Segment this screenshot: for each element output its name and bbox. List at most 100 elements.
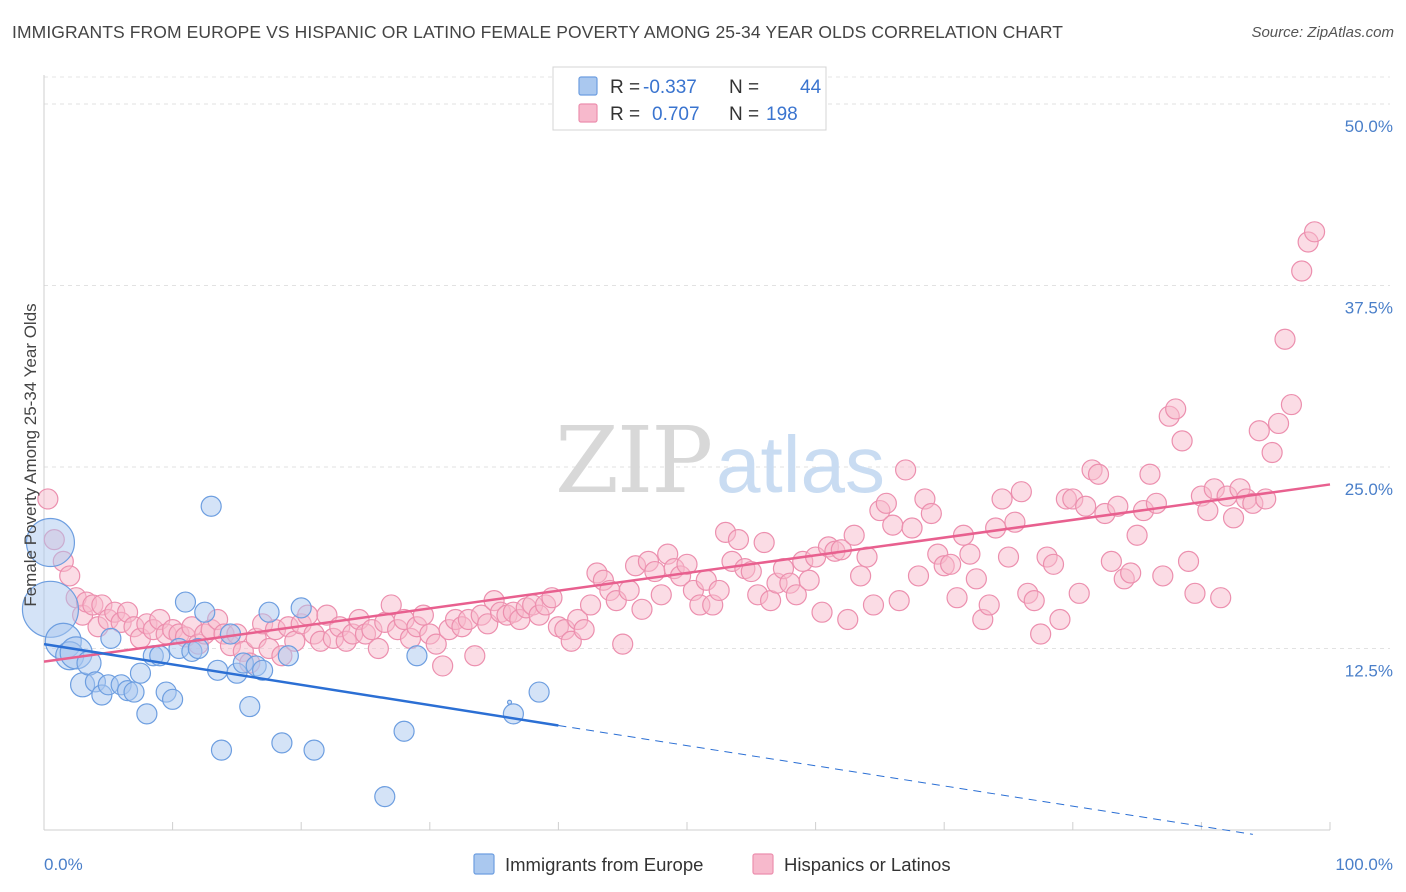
hispanics-point-121 xyxy=(811,601,833,623)
hispanics-point-162 xyxy=(1075,495,1097,517)
y-axis-label: Female Poverty Among 25-34 Year Olds xyxy=(21,303,40,606)
hispanics-point-52 xyxy=(367,637,389,660)
europe-point-13 xyxy=(123,681,145,703)
legend-n-label-europe: N = xyxy=(729,77,759,98)
y-tick-label-3: 50.0% xyxy=(1345,117,1393,136)
hispanics-point-91 xyxy=(618,579,640,602)
trendline-hispanics xyxy=(43,483,1331,663)
legend-n-value-hispanics: 198 xyxy=(766,104,798,125)
hispanics-point-158 xyxy=(1049,608,1071,631)
bottom-legend-hispanics: Hispanics or Latinos xyxy=(784,854,951,875)
legend-r-value-europe: -0.337 xyxy=(643,77,697,98)
europe-point-37 xyxy=(290,597,312,619)
bottom-swatch-europe xyxy=(473,853,495,875)
hispanics-point-67 xyxy=(464,645,486,667)
watermark-atlas: atlas xyxy=(716,420,885,509)
legend-r-label-hispanics: R = xyxy=(610,104,640,125)
correlation-legend: R = -0.337 N = 44 R = 0.707 N = 198 xyxy=(552,66,827,131)
hispanics-point-100 xyxy=(676,553,698,575)
y-tick-label-2: 37.5% xyxy=(1345,299,1393,318)
europe-point-41 xyxy=(406,645,428,667)
hispanics-point-192 xyxy=(1267,412,1290,435)
watermark-zip: ZIP xyxy=(555,407,711,514)
hispanics-point-176 xyxy=(1165,398,1187,420)
hispanics-point-185 xyxy=(1222,507,1245,529)
hispanics-point-85 xyxy=(579,594,602,616)
europe-point-23 xyxy=(187,637,209,660)
legend-swatch-hispanics xyxy=(578,103,598,123)
bottom-legend-europe: Immigrants from Europe xyxy=(505,854,703,875)
europe-point-24 xyxy=(194,601,216,623)
hispanics-point-157 xyxy=(1042,553,1065,575)
hispanics-point-145 xyxy=(965,568,987,590)
europe-point-34 xyxy=(258,601,280,623)
hispanics-point-141 xyxy=(940,553,962,575)
europe-point-31 xyxy=(239,695,261,718)
hispanics-point-194 xyxy=(1280,393,1303,416)
hispanics-point-155 xyxy=(1030,623,1052,645)
legend-r-value-hispanics: 0.707 xyxy=(652,104,700,125)
y-tick-label-0: 12.5% xyxy=(1345,662,1393,681)
hispanics-point-161 xyxy=(1068,582,1090,604)
hispanics-point-144 xyxy=(959,543,981,565)
europe-point-33 xyxy=(252,659,274,681)
hispanics-point-154 xyxy=(1023,589,1045,612)
hispanics-point-127 xyxy=(850,565,872,587)
legend-swatch-europe xyxy=(578,76,598,96)
legend-n-value-europe: 44 xyxy=(800,77,822,98)
x-axis-tick-labels: 0.0% 100.0% xyxy=(44,855,1393,874)
hispanics-point-112 xyxy=(753,531,775,554)
trendline-europe xyxy=(43,642,559,727)
hispanics-point-125 xyxy=(837,608,859,631)
hispanics-point-61 xyxy=(425,633,447,655)
hispanics-point-150 xyxy=(997,546,1020,568)
hispanics-point-84 xyxy=(573,619,595,641)
hispanics-point-183 xyxy=(1210,587,1232,609)
hispanics-point-189 xyxy=(1248,420,1270,442)
legend-n-label-hispanics: N = xyxy=(729,104,759,125)
hispanics-point-138 xyxy=(920,502,942,525)
europe-point-21 xyxy=(174,591,197,613)
hispanics-point-195 xyxy=(1291,260,1313,282)
hispanics-point-93 xyxy=(631,598,653,620)
trendline-europe-extension xyxy=(558,724,1253,835)
hispanics-point-181 xyxy=(1197,499,1219,522)
hispanics-point-142 xyxy=(946,587,968,609)
hispanics-point-133 xyxy=(888,589,910,612)
x-tick-label-0: 0.0% xyxy=(44,855,83,874)
hispanics-point-174 xyxy=(1152,565,1174,587)
hispanics-point-117 xyxy=(785,584,807,606)
y-tick-label-1: 25.0% xyxy=(1345,480,1393,499)
x-tick-label-1: 100.0% xyxy=(1335,855,1393,874)
hispanics-point-164 xyxy=(1087,463,1110,485)
hispanics-point-0 xyxy=(37,488,59,510)
watermark: ZIP atlas xyxy=(555,407,885,514)
europe-point-19 xyxy=(162,688,184,710)
hispanics-point-149 xyxy=(991,488,1013,510)
hispanics-point-147 xyxy=(978,594,1000,616)
hispanics-point-169 xyxy=(1120,562,1142,584)
hispanics-point-179 xyxy=(1184,582,1206,604)
hispanics-point-96 xyxy=(650,584,672,606)
hispanics-point-3 xyxy=(59,565,81,587)
europe-point-35 xyxy=(271,732,293,754)
europe-point-42 xyxy=(502,703,524,725)
series-legend: Immigrants from Europe Hispanics or Lati… xyxy=(473,853,951,875)
hispanics-point-193 xyxy=(1274,328,1296,350)
chart-title: IMMIGRANTS FROM EUROPE VS HISPANIC OR LA… xyxy=(12,22,1064,42)
hispanics-point-105 xyxy=(708,579,730,602)
hispanics-point-126 xyxy=(843,524,865,546)
europe-point-40 xyxy=(393,720,415,742)
europe-point-0 xyxy=(25,517,76,568)
hispanics-point-110 xyxy=(740,560,762,583)
hispanics-point-136 xyxy=(907,565,930,587)
hispanics-point-152 xyxy=(1010,481,1032,503)
y-axis-tick-labels: 12.5% 25.0% 37.5% 50.0% xyxy=(1345,117,1393,680)
hispanics-point-172 xyxy=(1139,463,1161,485)
x-axis-ticks xyxy=(172,822,1331,830)
hispanics-point-178 xyxy=(1177,550,1200,572)
hispanics-point-134 xyxy=(895,459,917,481)
bottom-swatch-hispanics xyxy=(752,853,774,875)
europe-point-10 xyxy=(100,627,122,649)
